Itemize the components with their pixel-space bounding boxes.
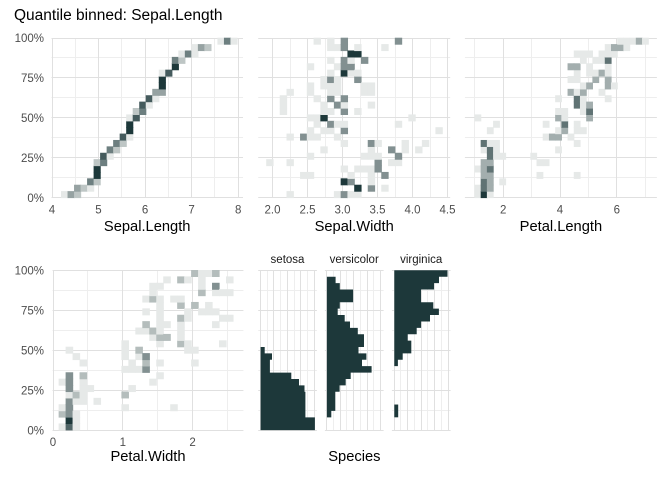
svg-text:4.5: 4.5 <box>440 205 456 217</box>
svg-text:4.0: 4.0 <box>405 205 421 217</box>
svg-text:75%: 75% <box>21 73 44 85</box>
svg-text:Petal.Width: Petal.Width <box>110 449 185 465</box>
svg-text:8: 8 <box>235 205 241 217</box>
svg-text:2: 2 <box>189 437 195 449</box>
svg-text:25%: 25% <box>21 385 44 397</box>
svg-text:setosa: setosa <box>271 254 305 266</box>
svg-text:100%: 100% <box>15 266 44 278</box>
svg-text:2.0: 2.0 <box>265 205 281 217</box>
svg-text:Sepal.Width: Sepal.Width <box>315 219 394 235</box>
svg-text:100%: 100% <box>15 33 44 45</box>
svg-text:6: 6 <box>142 205 148 217</box>
svg-text:50%: 50% <box>21 113 44 125</box>
svg-text:4: 4 <box>49 205 56 217</box>
svg-text:50%: 50% <box>21 345 44 357</box>
svg-text:versicolor: versicolor <box>330 254 379 266</box>
svg-text:0: 0 <box>50 437 56 449</box>
svg-text:Species: Species <box>328 449 380 465</box>
svg-text:75%: 75% <box>21 305 44 317</box>
svg-text:0%: 0% <box>27 193 44 205</box>
svg-text:Quantile binned: Sepal.Length: Quantile binned: Sepal.Length <box>14 7 223 24</box>
svg-text:25%: 25% <box>21 153 44 165</box>
svg-text:2: 2 <box>500 205 506 217</box>
svg-text:Petal.Length: Petal.Length <box>520 219 602 235</box>
svg-text:3.5: 3.5 <box>370 205 386 217</box>
svg-text:3.0: 3.0 <box>335 205 351 217</box>
svg-text:6: 6 <box>614 205 620 217</box>
svg-text:4: 4 <box>557 205 564 217</box>
svg-text:0%: 0% <box>27 425 44 437</box>
svg-text:5: 5 <box>95 205 101 217</box>
svg-text:1: 1 <box>120 437 126 449</box>
svg-text:2.5: 2.5 <box>300 205 316 217</box>
svg-text:Sepal.Length: Sepal.Length <box>104 219 191 235</box>
svg-text:7: 7 <box>188 205 194 217</box>
svg-text:virginica: virginica <box>400 254 443 266</box>
